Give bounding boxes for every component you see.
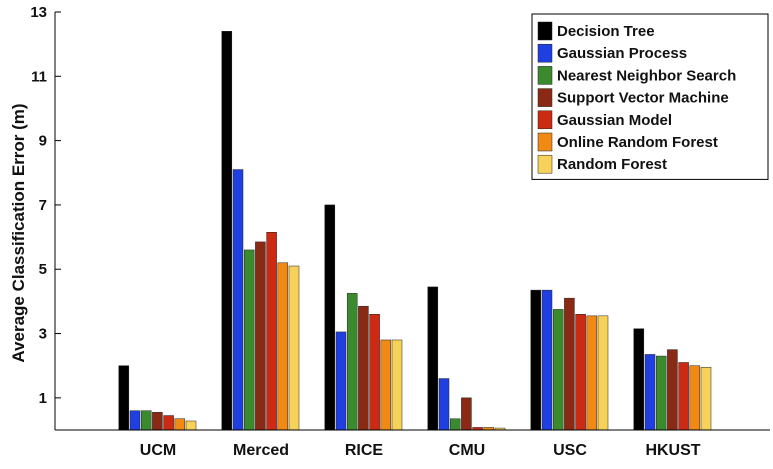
bar-usc-nearest-neighbor-search: [553, 309, 563, 430]
legend: Decision Tree Gaussian Process Nearest Nei…: [532, 14, 768, 179]
bar-ucm-support-vector-machine: [152, 412, 162, 430]
bar-ucm-gaussian-process: [130, 411, 140, 430]
y-axis-title: Average Classification Error (m): [9, 103, 28, 362]
x-tick-label-merced: Merced: [233, 442, 289, 459]
bar-hkust-nearest-neighbor-search: [656, 356, 666, 430]
bar-rice-nearest-neighbor-search: [347, 293, 357, 430]
legend-swatch-online-random-forest: [538, 133, 552, 151]
bar-merced-decision-tree: [222, 31, 232, 430]
bar-cmu-nearest-neighbor-search: [450, 419, 460, 430]
bar-cmu-gaussian-process: [439, 379, 449, 430]
legend-swatch-random-forest: [538, 155, 552, 173]
bar-usc-random-forest: [598, 316, 608, 430]
bar-usc-gaussian-model: [576, 314, 586, 430]
bar-cmu-support-vector-machine: [461, 398, 471, 430]
bar-ucm-gaussian-model: [164, 416, 174, 430]
bar-merced-random-forest: [289, 266, 299, 430]
legend-label-gaussian-process: Gaussian Process: [557, 45, 687, 62]
y-tick-label-13: 13: [30, 4, 47, 21]
x-tick-label-hkust: HKUST: [645, 442, 700, 459]
bar-rice-decision-tree: [325, 205, 335, 430]
legend-label-random-forest: Random Forest: [557, 156, 667, 173]
bar-usc-online-random-forest: [587, 316, 597, 430]
bar-rice-gaussian-process: [336, 332, 346, 430]
legend-swatch-decision-tree: [538, 22, 552, 40]
x-tick-label-rice: RICE: [345, 442, 384, 459]
legend-swatch-gaussian-model: [538, 111, 552, 129]
legend-label-nearest-neighbor-search: Nearest Neighbor Search: [557, 67, 736, 84]
y-tick-label-9: 9: [39, 133, 47, 150]
bar-merced-support-vector-machine: [255, 242, 265, 430]
bar-cmu-decision-tree: [428, 287, 438, 430]
bar-usc-support-vector-machine: [564, 298, 574, 430]
legend-label-support-vector-machine: Support Vector Machine: [557, 90, 729, 107]
bar-merced-gaussian-model: [267, 232, 277, 430]
bar-hkust-decision-tree: [634, 329, 644, 430]
legend-label-online-random-forest: Online Random Forest: [557, 134, 718, 151]
bar-rice-online-random-forest: [381, 340, 391, 430]
bar-ucm-decision-tree: [119, 366, 129, 430]
bar-hkust-random-forest: [701, 367, 711, 430]
bar-ucm-online-random-forest: [175, 419, 185, 430]
bar-ucm-nearest-neighbor-search: [141, 411, 151, 430]
bar-merced-gaussian-process: [233, 170, 243, 430]
y-tick-label-7: 7: [39, 197, 47, 214]
bar-hkust-gaussian-model: [679, 362, 689, 430]
y-tick-label-1: 1: [39, 390, 47, 407]
bar-merced-nearest-neighbor-search: [244, 250, 254, 430]
bar-merced-online-random-forest: [278, 263, 288, 430]
x-tick-label-ucm: UCM: [140, 442, 176, 459]
bar-ucm-random-forest: [186, 421, 196, 430]
bar-usc-gaussian-process: [542, 290, 552, 430]
bar-rice-random-forest: [392, 340, 402, 430]
y-tick-label-3: 3: [39, 326, 47, 343]
bar-hkust-gaussian-process: [645, 354, 655, 430]
bar-hkust-support-vector-machine: [667, 350, 677, 430]
bar-hkust-online-random-forest: [690, 366, 700, 430]
x-tick-label-usc: USC: [553, 442, 587, 459]
bar-rice-support-vector-machine: [358, 306, 368, 430]
legend-swatch-nearest-neighbor-search: [538, 66, 552, 84]
legend-label-gaussian-model: Gaussian Model: [557, 112, 672, 129]
legend-label-decision-tree: Decision Tree: [557, 23, 655, 40]
bar-rice-gaussian-model: [370, 314, 380, 430]
bar-usc-decision-tree: [531, 290, 541, 430]
legend-swatch-gaussian-process: [538, 44, 552, 62]
y-tick-label-11: 11: [31, 68, 47, 85]
y-tick-label-5: 5: [39, 261, 47, 278]
legend-swatch-support-vector-machine: [538, 89, 552, 107]
x-tick-label-cmu: CMU: [449, 442, 485, 459]
